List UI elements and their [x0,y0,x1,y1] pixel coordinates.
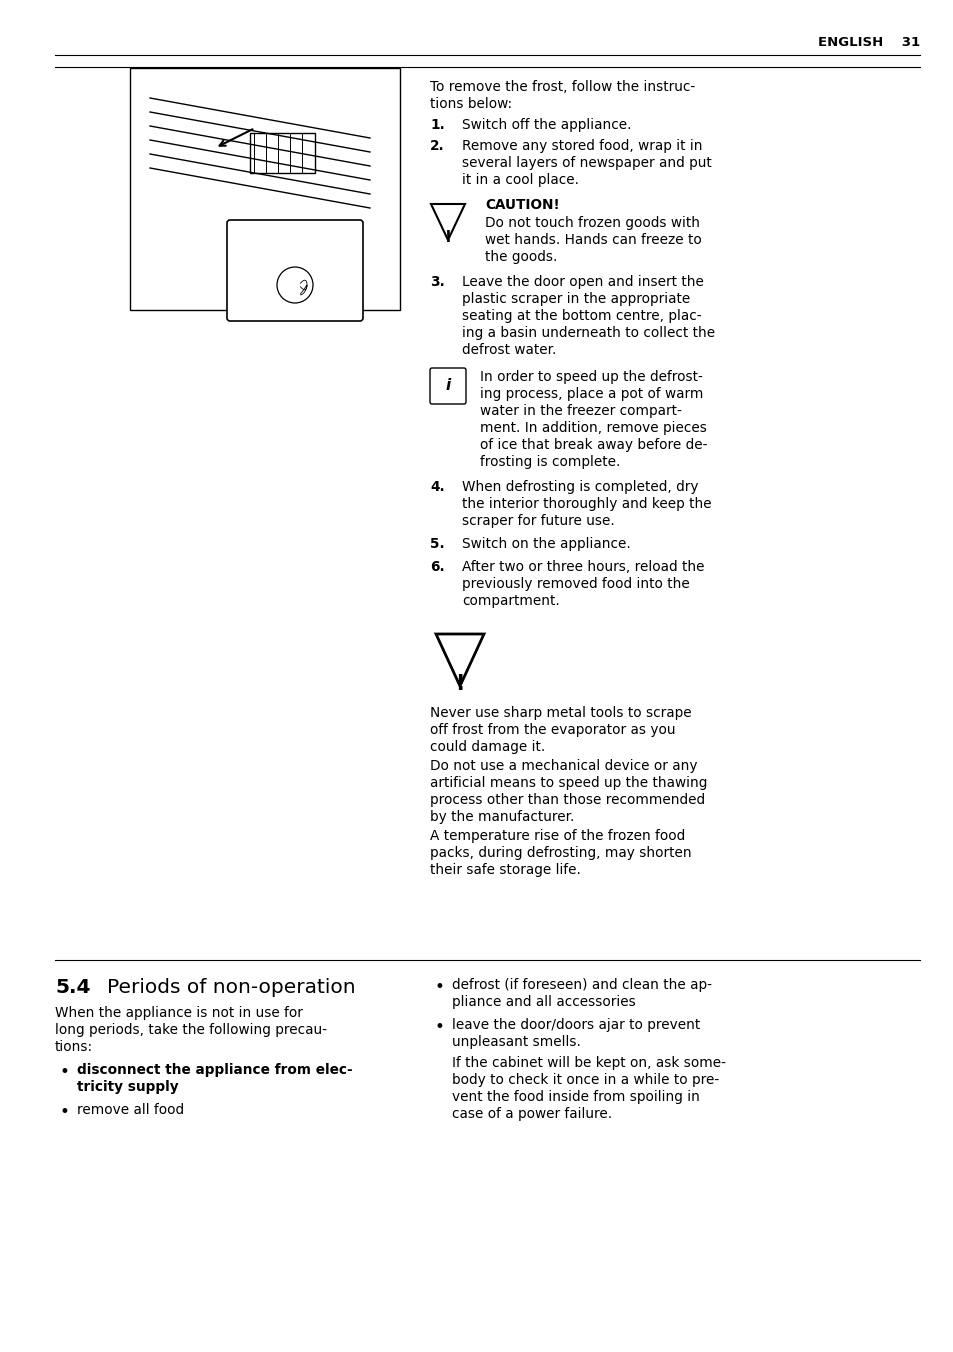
Text: unpleasant smells.: unpleasant smells. [452,1036,580,1049]
Bar [130,68,399,310]
Text: 2.: 2. [430,139,444,153]
Text: When defrosting is completed, dry: When defrosting is completed, dry [461,480,698,493]
Bar [250,132,314,173]
Text: 4.: 4. [430,480,444,493]
Text: packs, during defrosting, may shorten: packs, during defrosting, may shorten [430,846,691,860]
Text: ENGLISH    31: ENGLISH 31 [817,35,919,49]
Text: •: • [435,977,444,996]
Text: Switch on the appliance.: Switch on the appliance. [461,537,630,552]
Text: plastic scraper in the appropriate: plastic scraper in the appropriate [461,292,690,306]
Text: tions below:: tions below: [430,97,512,111]
Text: the interior thoroughly and keep the: the interior thoroughly and keep the [461,498,711,511]
Text: •: • [60,1103,70,1121]
FancyBboxPatch shape [430,368,465,404]
Text: leave the door/doors ajar to prevent: leave the door/doors ajar to prevent [452,1018,700,1032]
Text: previously removed food into the: previously removed food into the [461,577,689,591]
Text: Leave the door open and insert the: Leave the door open and insert the [461,274,703,289]
Text: Switch off the appliance.: Switch off the appliance. [461,118,631,132]
Text: by the manufacturer.: by the manufacturer. [430,810,574,823]
Polygon shape [431,204,464,241]
Text: CAUTION!: CAUTION! [484,197,559,212]
Text: 1.: 1. [430,118,444,132]
Text: If the cabinet will be kept on, ask some-: If the cabinet will be kept on, ask some… [452,1056,725,1069]
Text: of ice that break away before de-: of ice that break away before de- [479,438,707,452]
Text: 3.: 3. [430,274,444,289]
Text: their safe storage life.: their safe storage life. [430,863,580,877]
Text: •: • [435,1018,444,1036]
Text: artificial means to speed up the thawing: artificial means to speed up the thawing [430,776,706,790]
Text: long periods, take the following precau-: long periods, take the following precau- [55,1023,327,1037]
Text: Do not touch frozen goods with: Do not touch frozen goods with [484,216,700,230]
Text: pliance and all accessories: pliance and all accessories [452,995,635,1009]
Text: tions:: tions: [55,1040,93,1055]
Text: compartment.: compartment. [461,594,559,608]
Text: defrost (if foreseen) and clean the ap-: defrost (if foreseen) and clean the ap- [452,977,711,992]
Text: process other than those recommended: process other than those recommended [430,794,704,807]
Text: seating at the bottom centre, plac-: seating at the bottom centre, plac- [461,310,700,323]
Text: water in the freezer compart-: water in the freezer compart- [479,404,681,418]
Text: disconnect the appliance from elec-: disconnect the appliance from elec- [77,1063,353,1078]
Text: frosting is complete.: frosting is complete. [479,456,619,469]
Text: vent the food inside from spoiling in: vent the food inside from spoiling in [452,1090,700,1105]
Text: When the appliance is not in use for: When the appliance is not in use for [55,1006,302,1019]
Text: Remove any stored food, wrap it in: Remove any stored food, wrap it in [461,139,701,153]
Text: tricity supply: tricity supply [77,1080,178,1094]
Text: off frost from the evaporator as you: off frost from the evaporator as you [430,723,675,737]
Polygon shape [436,634,483,685]
Text: !: ! [444,230,451,245]
FancyBboxPatch shape [227,220,363,320]
Text: 6.: 6. [430,560,444,575]
Text: Periods of non-operation: Periods of non-operation [107,977,355,996]
Text: ing process, place a pot of warm: ing process, place a pot of warm [479,387,702,402]
Text: case of a power failure.: case of a power failure. [452,1107,612,1121]
Text: !: ! [455,675,464,694]
Text: several layers of newspaper and put: several layers of newspaper and put [461,155,711,170]
Text: In order to speed up the defrost-: In order to speed up the defrost- [479,370,702,384]
Text: could damage it.: could damage it. [430,740,545,754]
Text: body to check it once in a while to pre-: body to check it once in a while to pre- [452,1073,719,1087]
Text: Never use sharp metal tools to scrape: Never use sharp metal tools to scrape [430,706,691,721]
Text: 5.: 5. [430,537,444,552]
Text: 5.4: 5.4 [55,977,91,996]
Text: After two or three hours, reload the: After two or three hours, reload the [461,560,703,575]
Text: •: • [60,1063,70,1082]
Text: defrost water.: defrost water. [461,343,556,357]
Text: ment. In addition, remove pieces: ment. In addition, remove pieces [479,420,706,435]
Text: wet hands. Hands can freeze to: wet hands. Hands can freeze to [484,233,701,247]
Text: scraper for future use.: scraper for future use. [461,514,614,529]
Text: it in a cool place.: it in a cool place. [461,173,578,187]
Text: A temperature rise of the frozen food: A temperature rise of the frozen food [430,829,684,844]
Text: i: i [445,379,450,393]
Text: remove all food: remove all food [77,1103,184,1117]
Text: To remove the frost, follow the instruc-: To remove the frost, follow the instruc- [430,80,695,95]
Text: ing a basin underneath to collect the: ing a basin underneath to collect the [461,326,715,339]
Text: the goods.: the goods. [484,250,557,264]
Text: Do not use a mechanical device or any: Do not use a mechanical device or any [430,758,697,773]
